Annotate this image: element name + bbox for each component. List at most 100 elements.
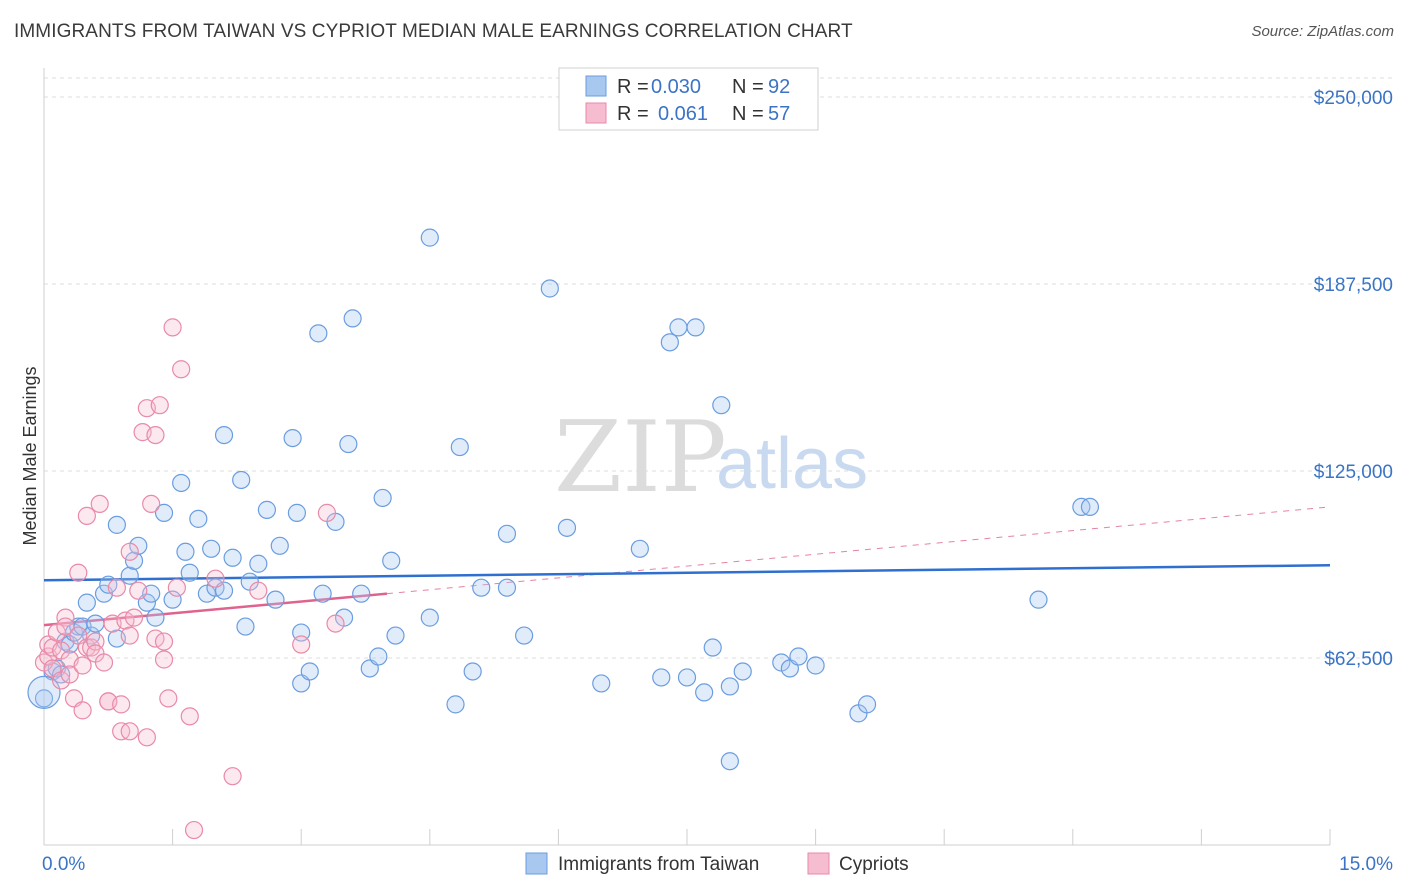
data-point-taiwan [257, 500, 277, 519]
data-point-cypriots [120, 626, 139, 645]
data-point-cypriots [223, 767, 242, 786]
x-tick-label: 15.0% [1339, 854, 1393, 875]
data-point-taiwan [146, 608, 165, 627]
trend-lines [43, 506, 1331, 627]
data-point-taiwan [382, 551, 401, 570]
data-point-taiwan [287, 503, 307, 522]
data-point-taiwan [733, 662, 752, 681]
axes [43, 68, 1331, 846]
data-point-taiwan [540, 279, 559, 298]
data-point-taiwan [249, 554, 268, 573]
data-point-cypriots [206, 569, 225, 588]
y-tick-label: $125,000 [1314, 462, 1393, 483]
data-point-cypriots [90, 494, 109, 514]
data-point-taiwan [497, 524, 517, 543]
data-point-taiwan [857, 695, 877, 714]
data-point-cypriots [112, 695, 131, 714]
trend-line-taiwan [43, 563, 1331, 582]
data-point-taiwan [557, 518, 577, 537]
data-point-taiwan [223, 548, 242, 567]
y-tick-label: $187,500 [1314, 275, 1393, 296]
data-point-taiwan [386, 626, 405, 645]
data-point-cypriots [69, 563, 88, 582]
data-point-cypriots [124, 608, 144, 627]
data-point-taiwan [214, 425, 234, 445]
data-point-taiwan [283, 428, 302, 448]
data-point-taiwan [172, 473, 191, 493]
data-point-taiwan [720, 752, 739, 771]
data-point-cypriots [326, 614, 345, 633]
data-point-cypriots [94, 653, 114, 672]
data-point-taiwan [463, 662, 482, 681]
y-tick-labels: $62,500 $125,000 $187,500 $250,000 [1314, 88, 1393, 670]
data-point-taiwan [107, 515, 126, 534]
data-point-taiwan [806, 656, 825, 675]
legend: R = 0.030 N = 92 R = 0.061 N = 57 [558, 67, 819, 131]
data-point-taiwan [236, 617, 255, 636]
data-point-cypriots [129, 581, 148, 600]
data-point-cypriots [56, 617, 75, 636]
data-point-taiwan [450, 437, 469, 457]
data-point-cypriots [249, 581, 268, 600]
data-point-taiwan [309, 324, 328, 343]
trend-line-cypriots-extrapolated [386, 506, 1331, 595]
y-tick-label: $250,000 [1314, 88, 1393, 109]
data-point-taiwan [652, 668, 671, 687]
data-point-cypriots [77, 506, 96, 525]
data-point-cypriots [146, 425, 165, 445]
data-point-cypriots [142, 494, 161, 514]
data-point-taiwan [86, 614, 105, 633]
data-point-cypriots [73, 656, 92, 675]
data-point-taiwan [352, 584, 371, 603]
data-point-taiwan [300, 662, 319, 681]
legend-n-value-taiwan: 92 [768, 76, 790, 98]
data-point-taiwan [266, 590, 285, 609]
x-tick-labels: 0.0% 15.0% [42, 854, 1393, 875]
data-point-taiwan [686, 318, 705, 337]
data-point-taiwan [77, 593, 96, 612]
bottom-legend-label-taiwan: Immigrants from Taiwan [558, 854, 759, 875]
data-point-taiwan [630, 539, 649, 558]
legend-n-value-cypriots: 57 [768, 103, 790, 125]
bottom-legend: Immigrants from Taiwan Cypriots [525, 852, 909, 875]
legend-n-label-cypriots: N = [732, 103, 764, 125]
series-cypriots [34, 318, 345, 840]
data-point-taiwan [677, 668, 697, 687]
watermark-zip-text: ZIP [554, 401, 727, 515]
data-point-cypriots [154, 650, 174, 669]
data-point-cypriots [159, 689, 178, 708]
data-point-cypriots [180, 707, 199, 726]
data-point-cypriots [107, 578, 126, 597]
data-point-taiwan [420, 228, 439, 247]
legend-r-label-cypriots: R = [617, 103, 649, 125]
data-point-taiwan [446, 695, 465, 714]
legend-r-value-cypriots: 0.061 [658, 103, 708, 125]
data-point-taiwan [660, 333, 679, 352]
chart-source: Source: ZipAtlas.com [1251, 23, 1394, 40]
y-axis-label: Median Male Earnings [20, 366, 40, 545]
data-point-taiwan [1029, 590, 1048, 609]
data-point-cypriots [167, 578, 186, 597]
series-immigrants-from-taiwan [27, 228, 1100, 771]
data-point-cypriots [137, 728, 156, 747]
data-point-taiwan [339, 434, 358, 454]
bottom-legend-swatch-taiwan [525, 852, 548, 875]
data-point-taiwan [120, 566, 139, 585]
data-point-cypriots [163, 318, 182, 337]
data-point-taiwan [420, 608, 439, 627]
data-point-taiwan [154, 503, 174, 522]
watermark-atlas-text: atlas [716, 424, 868, 504]
data-point-taiwan [313, 584, 332, 603]
bottom-legend-swatch-cypriots [807, 852, 830, 875]
data-point-taiwan [270, 536, 289, 555]
legend-n-label-taiwan: N = [732, 76, 764, 98]
data-point-taiwan [703, 638, 722, 657]
data-point-taiwan [497, 578, 517, 597]
data-point-taiwan [202, 539, 221, 558]
bottom-legend-label-cypriots: Cypriots [839, 854, 909, 875]
data-point-cypriots [154, 632, 174, 651]
data-point-taiwan [343, 309, 362, 328]
x-tick-label: 0.0% [42, 854, 85, 875]
data-point-cypriots [60, 665, 79, 684]
